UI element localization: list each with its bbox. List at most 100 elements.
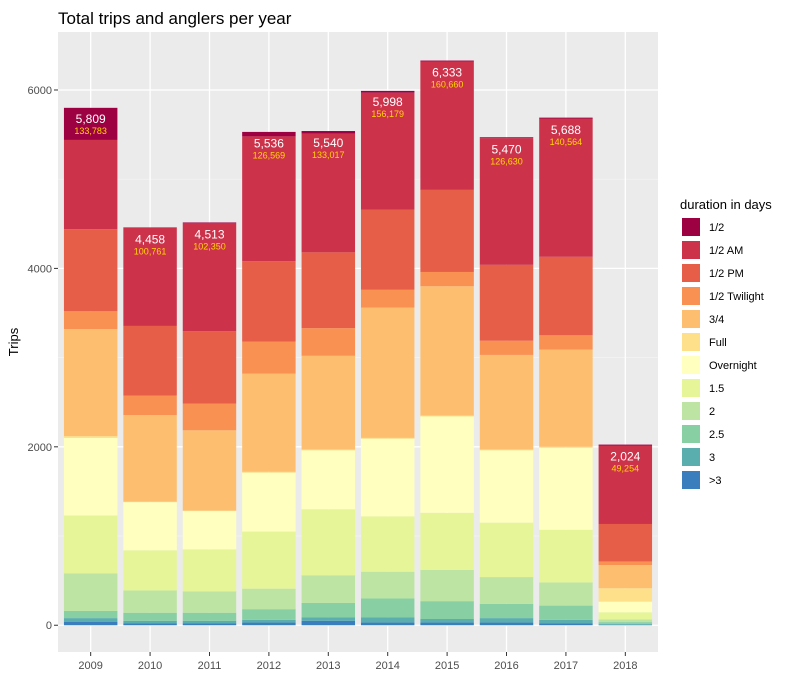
bar-segment-2009-3	[63, 618, 118, 622]
bar-segment-2016--3	[479, 622, 534, 626]
bar-segment-2012-2	[242, 588, 296, 610]
bar-segment-2015-3	[420, 618, 474, 623]
legend-label: 1/2 Twilight	[709, 291, 764, 303]
legend-key-Full	[682, 333, 700, 351]
bar-segment-2016-1-2-PM	[479, 264, 534, 341]
bar-segment-2013-Overnight	[301, 450, 356, 510]
legend-label: 1/2	[709, 222, 724, 234]
bar-segment-2017-2-5	[539, 605, 593, 620]
bar-segment-2017-1-2	[539, 117, 593, 119]
bar-segment-2014-2-5	[360, 598, 415, 618]
legend-key-1-2-PM	[682, 264, 700, 282]
y-tick-label: 4000	[28, 263, 52, 275]
bar-segment-2011-3	[182, 620, 237, 624]
y-axis-title: Trips	[6, 327, 21, 356]
bar-segment-2010-3-4	[123, 415, 177, 502]
legend-key-1-2	[682, 218, 700, 236]
bar-segment-2010-2-5	[123, 612, 177, 621]
bar-segment-2012-1-2-Twilight	[242, 341, 296, 374]
total-label-2015: 6,333	[432, 65, 462, 79]
bar-segment-2011-1-2-PM	[182, 331, 237, 404]
bar-segment-2009-1-5	[63, 515, 118, 574]
bar-segment-2015-1-2-Twilight	[420, 271, 474, 287]
bar-segment-2013-1-5	[301, 509, 356, 576]
bar-segment-2013-1-2-AM	[301, 133, 356, 253]
bar-segment-2018-1-2-PM	[598, 523, 653, 562]
bar-segment-2018-2	[598, 619, 653, 623]
bar-segment-2009-3-4	[63, 329, 118, 437]
x-tick-label: 2014	[375, 660, 399, 672]
bar-segment-2018-Overnight	[598, 601, 653, 613]
bar-segment-2015-Overnight	[420, 416, 474, 513]
total-label-2010: 4,458	[135, 233, 165, 247]
anglers-label-2010: 100,761	[134, 247, 167, 257]
bar-segment-2017-Overnight	[539, 447, 593, 530]
bar-segment-2016-2	[479, 577, 534, 604]
y-tick-label: 0	[46, 620, 52, 632]
bar-segment-2009-1-2-Twilight	[63, 311, 118, 330]
bar-segment-2014-1-2-Twilight	[360, 289, 415, 308]
bar-segment-2013-Full	[301, 449, 356, 451]
legend-key-3	[682, 448, 700, 466]
total-label-2013: 5,540	[313, 136, 343, 150]
bar-segment-2011-3-4	[182, 430, 237, 511]
bars	[63, 60, 653, 626]
bar-segment-2011--3	[182, 623, 237, 626]
bar-segment-2013-2-5	[301, 602, 356, 618]
bar-segment-2016-1-5	[479, 522, 534, 578]
bar-segment-2017-1-2-Twilight	[539, 335, 593, 350]
x-tick-label: 2011	[198, 660, 222, 672]
legend-label: Overnight	[709, 360, 757, 372]
anglers-label-2017: 140,564	[550, 137, 583, 147]
bar-segment-2012-3	[242, 619, 296, 623]
bar-segment-2010-1-2-PM	[123, 325, 177, 396]
bar-segment-2018-1-5	[598, 612, 653, 620]
bar-segment-2016-Overnight	[479, 450, 534, 523]
bar-segment-2010-2	[123, 590, 177, 613]
bar-segment-2016-3-4	[479, 354, 534, 450]
bar-segment-2018-Full	[598, 588, 653, 602]
bar-segment-2015-2-5	[420, 601, 474, 619]
bar-segment-2014-1-2	[360, 90, 415, 93]
x-tick-label: 2016	[494, 660, 518, 672]
bar-segment-2014--3	[360, 622, 415, 626]
bar-segment-2013-2	[301, 575, 356, 603]
bar-segment-2009-1-2-AM	[63, 139, 118, 230]
legend-key-1-2-AM	[682, 241, 700, 259]
bar-segment-2014-3	[360, 617, 415, 623]
bar-segment-2018-1-2-Twilight	[598, 561, 653, 566]
x-tick-label: 2012	[257, 660, 281, 672]
total-label-2017: 5,688	[551, 123, 581, 137]
bar-segment-2010-Overnight	[123, 502, 177, 551]
bar-segment-2015--3	[420, 622, 474, 626]
bar-segment-2018-2-5	[598, 622, 653, 624]
bar-segment-2017-3	[539, 619, 593, 624]
chart-title: Total trips and anglers per year	[58, 9, 292, 28]
bar-segment-2017--3	[539, 623, 593, 626]
bar-segment-2011-1-2	[182, 222, 237, 224]
legend-label: 3	[709, 452, 715, 464]
bar-segment-2009-2-5	[63, 610, 118, 619]
bar-segment-2011-1-2-AM	[182, 223, 237, 332]
bar-segment-2013-3-4	[301, 355, 356, 450]
bar-segment-2012-1-2-AM	[242, 136, 296, 262]
legend-key--3	[682, 471, 700, 489]
anglers-label-2018: 49,254	[612, 464, 640, 474]
bar-segment-2014-Full	[360, 437, 415, 439]
bar-segment-2013-1-2	[301, 131, 356, 134]
x-tick-label: 2010	[138, 660, 162, 672]
bar-segment-2018-1-2	[598, 444, 653, 446]
anglers-label-2013: 133,017	[312, 150, 345, 160]
bar-segment-2013-1-2-PM	[301, 252, 356, 329]
anglers-label-2015: 160,660	[431, 79, 464, 89]
total-label-2018: 2,024	[610, 450, 640, 464]
legend-label: >3	[709, 475, 722, 487]
legend-title: duration in days	[680, 197, 772, 212]
x-tick-label: 2018	[613, 660, 637, 672]
bar-segment-2015-1-5	[420, 512, 474, 570]
legend: duration in days 1/2 1/2 AM 1/2 PM 1/2 Twil…	[680, 197, 772, 489]
legend-key-2-5	[682, 425, 700, 443]
bar-segment-2016-3	[479, 618, 534, 623]
bar-segment-2017-1-2-PM	[539, 256, 593, 336]
anglers-label-2011: 102,350	[193, 242, 226, 252]
